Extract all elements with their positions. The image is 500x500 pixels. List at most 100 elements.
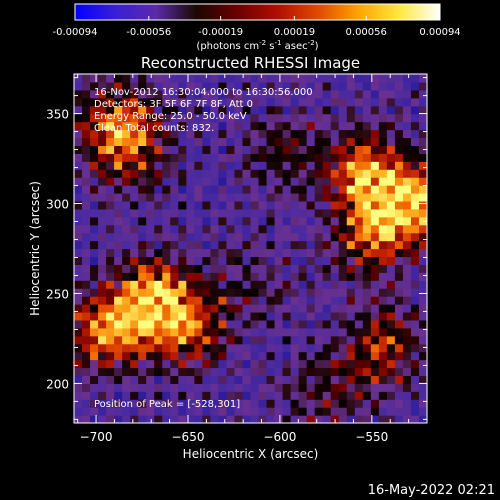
heatmap-cell — [178, 161, 187, 170]
heatmap-cell — [346, 280, 356, 289]
heatmap-cell — [186, 89, 195, 99]
heatmap-cell — [146, 185, 155, 194]
heatmap-cell — [330, 304, 340, 313]
heatmap-cell — [354, 311, 364, 321]
heatmap-cell — [306, 288, 316, 297]
heatmap-cell — [338, 248, 348, 258]
heatmap-cell — [114, 304, 123, 313]
y-axis-label: Heliocentric Y (arcsec) — [28, 181, 42, 316]
heatmap-cell — [346, 415, 356, 423]
heatmap-cell — [106, 343, 115, 353]
render-timestamp: 16-May-2022 02:21 — [368, 483, 495, 498]
heatmap-cell — [314, 280, 324, 289]
heatmap-cell — [386, 105, 396, 115]
heatmap-cell — [338, 327, 348, 337]
heatmap-cell — [82, 81, 91, 91]
heatmap-cell — [178, 311, 187, 321]
heatmap-cell — [226, 272, 236, 281]
heatmap-cell — [418, 280, 427, 289]
heatmap-cell — [226, 216, 236, 226]
heatmap-cell — [306, 145, 316, 154]
heatmap-cell — [74, 375, 83, 384]
heatmap-cell — [194, 256, 203, 265]
heatmap-cell — [402, 74, 412, 83]
heatmap-cell — [402, 296, 412, 305]
heatmap-cell — [338, 304, 348, 313]
heatmap-cell — [202, 89, 211, 99]
heatmap-cell — [138, 177, 147, 186]
heatmap-cell — [226, 145, 236, 154]
heatmap-cell — [218, 161, 228, 170]
heatmap-cell — [162, 89, 171, 99]
heatmap-cell — [194, 367, 203, 377]
heatmap-cell — [202, 74, 211, 83]
heatmap-cell — [354, 177, 364, 186]
heatmap-cell — [154, 367, 163, 377]
heatmap-cell — [266, 177, 276, 186]
heatmap-cell — [186, 391, 195, 400]
heatmap-cell — [162, 232, 171, 242]
heatmap-cell — [410, 177, 420, 186]
heatmap-cell — [202, 272, 211, 281]
heatmap-cell — [162, 343, 171, 353]
heatmap-cell — [170, 89, 179, 99]
heatmap-cell — [386, 383, 396, 392]
heatmap-cell — [114, 288, 123, 297]
heatmap-cell — [370, 240, 380, 250]
heatmap-cell — [298, 391, 308, 400]
heatmap-cell — [314, 351, 324, 361]
heatmap-cell — [218, 391, 228, 400]
heatmap-cell — [338, 415, 348, 423]
heatmap-cell — [290, 169, 300, 178]
heatmap-cell — [114, 224, 123, 234]
heatmap-cell — [378, 177, 388, 186]
heatmap-cell — [82, 121, 91, 131]
heatmap-cell — [330, 185, 340, 194]
heatmap-cell — [194, 200, 203, 210]
heatmap-cell — [370, 391, 380, 400]
heatmap-cell — [298, 153, 308, 162]
heatmap-cell — [402, 89, 412, 99]
heatmap-cell — [242, 153, 252, 162]
heatmap-cell — [226, 407, 236, 416]
heatmap-cell — [234, 81, 244, 91]
heatmap-cell — [362, 192, 372, 202]
heatmap-cell — [194, 391, 203, 400]
heatmap-cell — [138, 208, 147, 218]
heatmap-cell — [306, 375, 316, 384]
heatmap-cell — [74, 327, 83, 337]
heatmap-cell — [234, 327, 244, 337]
heatmap-cell — [394, 383, 404, 392]
heatmap-cell — [322, 296, 332, 305]
heatmap-cell — [306, 185, 316, 194]
heatmap-cell — [258, 232, 268, 242]
heatmap-cell — [378, 304, 388, 313]
heatmap-cell — [234, 256, 244, 265]
heatmap-cell — [402, 415, 412, 423]
heatmap-cell — [298, 185, 308, 194]
heatmap-cell — [138, 343, 147, 353]
heatmap-cell — [330, 105, 340, 115]
heatmap-cell — [82, 129, 91, 139]
heatmap-cell — [98, 367, 107, 377]
heatmap-cell — [298, 74, 308, 83]
heatmap-cell — [394, 256, 404, 265]
heatmap-cell — [330, 232, 340, 242]
heatmap-cell — [130, 288, 139, 297]
heatmap-cell — [154, 319, 163, 329]
heatmap-cell — [194, 177, 203, 186]
heatmap-cell — [210, 304, 220, 313]
heatmap-cell — [354, 224, 364, 234]
heatmap-cell — [98, 399, 107, 408]
heatmap-cell — [234, 280, 244, 289]
heatmap-cell — [266, 97, 276, 107]
heatmap-cell — [90, 415, 99, 423]
heatmap-cell — [298, 359, 308, 369]
heatmap-cell — [258, 311, 268, 321]
heatmap-cell — [418, 383, 427, 392]
heatmap-cell — [274, 248, 284, 258]
heatmap-cell — [330, 216, 340, 226]
heatmap-cell — [114, 161, 123, 170]
heatmap-cell — [178, 383, 187, 392]
heatmap-cell — [122, 232, 131, 242]
